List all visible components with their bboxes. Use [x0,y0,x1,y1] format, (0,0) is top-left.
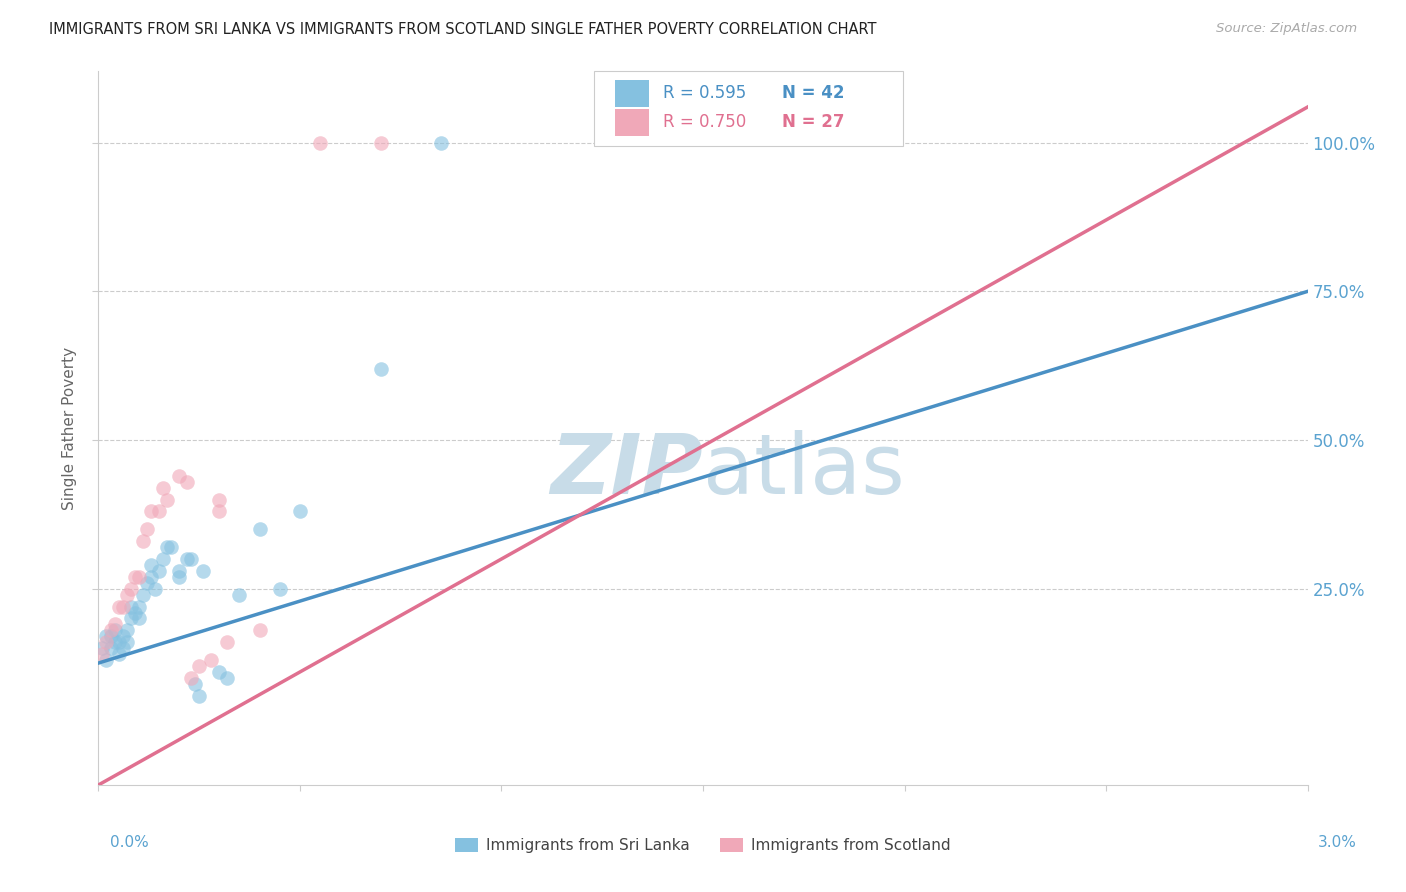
Point [228,588,250,602]
Text: 0.0%: 0.0% [110,836,149,850]
Point [96,635,118,649]
Point [217,671,239,685]
Point [180,671,202,685]
Point [107,647,129,661]
Point [120,582,142,596]
Text: N = 27: N = 27 [782,113,844,131]
Point [139,570,162,584]
Point [120,611,142,625]
Point [100,641,122,656]
Y-axis label: Single Father Poverty: Single Father Poverty [62,347,77,509]
Point [167,564,190,578]
Point [160,540,183,554]
Point [193,564,215,578]
Point [156,540,179,554]
Point [152,481,174,495]
Point [148,564,170,578]
Point [107,599,129,614]
Legend: Immigrants from Sri Lanka, Immigrants from Scotland: Immigrants from Sri Lanka, Immigrants fr… [450,832,956,859]
Point [107,635,129,649]
Point [249,522,271,536]
Point [188,689,211,703]
Point [103,635,125,649]
Point [208,665,231,679]
Text: R = 0.750: R = 0.750 [664,113,747,131]
Point [167,570,190,584]
Point [96,653,118,667]
Point [208,492,231,507]
FancyBboxPatch shape [614,109,648,136]
Point [208,504,231,518]
Point [217,635,239,649]
Point [128,611,150,625]
Point [124,570,146,584]
Point [139,558,162,572]
FancyBboxPatch shape [595,71,903,146]
Point [309,136,332,150]
Point [124,606,146,620]
Point [128,570,150,584]
Point [103,617,125,632]
Point [167,468,190,483]
Point [430,136,453,150]
Text: ZIP: ZIP [550,431,703,511]
Text: atlas: atlas [703,431,904,511]
Point [132,588,155,602]
Point [249,624,271,638]
Point [156,492,179,507]
Text: IMMIGRANTS FROM SRI LANKA VS IMMIGRANTS FROM SCOTLAND SINGLE FATHER POVERTY CORR: IMMIGRANTS FROM SRI LANKA VS IMMIGRANTS … [49,22,877,37]
Point [152,552,174,566]
Point [115,588,138,602]
Point [148,504,170,518]
Point [139,504,162,518]
Point [128,599,150,614]
Point [135,575,157,590]
Point [176,552,198,566]
Point [115,624,138,638]
Point [111,629,134,643]
Point [132,534,155,549]
Text: R = 0.595: R = 0.595 [664,84,747,103]
Point [91,641,114,656]
Point [184,677,207,691]
Point [180,552,202,566]
Point [103,624,125,638]
Point [370,361,392,376]
Text: N = 42: N = 42 [782,84,844,103]
Point [143,582,166,596]
Point [111,641,134,656]
FancyBboxPatch shape [614,79,648,107]
Point [200,653,222,667]
Point [100,624,122,638]
Point [135,522,157,536]
Point [288,504,311,518]
Point [96,629,118,643]
Point [115,635,138,649]
Text: 3.0%: 3.0% [1317,836,1357,850]
Point [370,136,392,150]
Point [111,599,134,614]
Point [269,582,291,596]
Point [91,647,114,661]
Point [100,629,122,643]
Point [176,475,198,489]
Point [188,659,211,673]
Text: Source: ZipAtlas.com: Source: ZipAtlas.com [1216,22,1357,36]
Point [120,599,142,614]
